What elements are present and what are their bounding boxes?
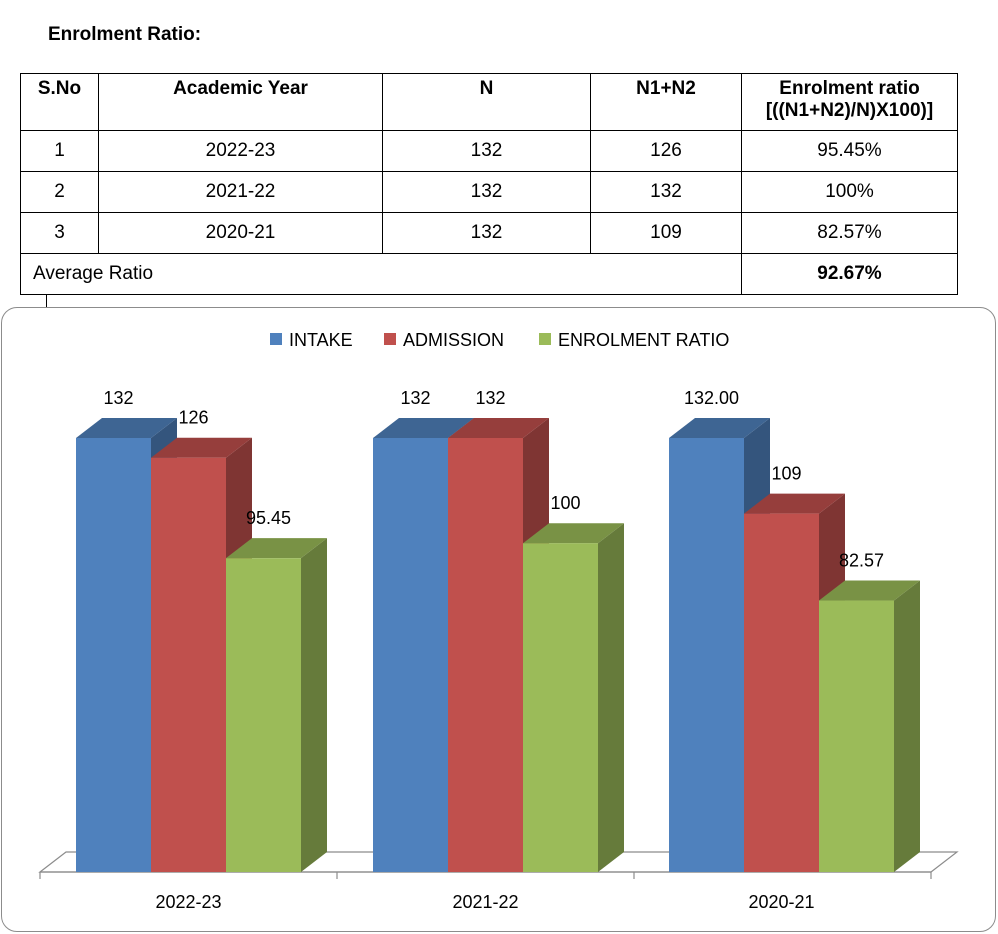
- data-label: 82.57: [839, 551, 884, 571]
- bar-top-face: [523, 523, 624, 544]
- header-enrolment-ratio-line1: Enrolment ratio: [779, 78, 920, 99]
- x-tick-label: 2020-21: [748, 892, 814, 912]
- bar-side-face: [301, 538, 327, 872]
- header-n: N: [382, 73, 591, 131]
- chart-container: 132 126 95.45 2022-23 132 132 100 2021-22 132.00…: [1, 307, 996, 932]
- bar-top-face: [819, 580, 920, 601]
- cell-ratio: 82.57%: [741, 212, 958, 254]
- cell-ratio: 95.45%: [741, 130, 958, 172]
- data-label: 126: [178, 408, 208, 428]
- data-label: 95.45: [246, 508, 291, 528]
- bar-enrolment-ratio-2021-22: [523, 523, 624, 872]
- page-title: Enrolment Ratio:: [48, 24, 202, 45]
- table-row: 1 2022-23 132 126 95.45%: [20, 130, 958, 172]
- header-academic-year: Academic Year: [98, 73, 383, 131]
- cell-n1-n2: 126: [590, 130, 742, 172]
- bar-enrolment-ratio-2020-21: [819, 580, 920, 872]
- legend-label: ENROLMENT RATIO: [558, 330, 729, 350]
- cell-year: 2020-21: [98, 212, 383, 254]
- bar-top-face: [151, 437, 252, 458]
- average-ratio-label: Average Ratio: [20, 253, 742, 295]
- header-n1-n2: N1+N2: [590, 73, 742, 131]
- bar-top-face: [226, 538, 327, 559]
- cell-n1-n2: 132: [590, 171, 742, 213]
- bar-top-face: [76, 418, 177, 438]
- divider-tick: [46, 295, 47, 307]
- bar-front-face: [669, 438, 744, 872]
- bar-front-face: [523, 543, 598, 872]
- bar-top-face: [744, 493, 845, 514]
- bar-top-face: [448, 418, 549, 438]
- bar-enrolment-ratio-2022-23: [226, 538, 327, 872]
- cell-n: 132: [382, 130, 591, 172]
- average-ratio-value: 92.67%: [741, 253, 958, 295]
- bar-front-face: [448, 438, 523, 872]
- table-header-row: S.No Academic Year N N1+N2 Enrolment rat…: [20, 73, 958, 131]
- bar-front-face: [76, 438, 151, 872]
- legend-label: ADMISSION: [403, 330, 504, 350]
- header-enrolment-ratio: Enrolment ratio [((N1+N2)/N)X100)]: [741, 73, 958, 131]
- table-row: 3 2020-21 132 109 82.57%: [20, 212, 958, 254]
- header-sno: S.No: [20, 73, 99, 131]
- data-label: 100: [550, 493, 580, 513]
- enrolment-ratio-table: S.No Academic Year N N1+N2 Enrolment rat…: [20, 73, 958, 295]
- legend-swatch: [539, 333, 551, 345]
- bar-front-face: [151, 457, 226, 872]
- data-label: 132: [103, 388, 133, 408]
- header-enrolment-ratio-line2: [((N1+N2)/N)X100)]: [765, 100, 934, 121]
- cell-sno: 2: [20, 171, 99, 213]
- cell-sno: 1: [20, 130, 99, 172]
- x-tick-label: 2021-22: [452, 892, 518, 912]
- legend-swatch: [384, 333, 396, 345]
- cell-n: 132: [382, 212, 591, 254]
- bar-side-face: [894, 580, 920, 872]
- cell-year: 2021-22: [98, 171, 383, 213]
- bar-front-face: [819, 600, 894, 872]
- data-label: 132.00: [684, 388, 739, 408]
- enrolment-chart: 132 126 95.45 2022-23 132 132 100 2021-22 132.00…: [38, 330, 959, 912]
- cell-ratio: 100%: [741, 171, 958, 213]
- cell-n: 132: [382, 171, 591, 213]
- bar-front-face: [373, 438, 448, 872]
- bar-top-face: [669, 418, 770, 438]
- table-average-row: Average Ratio 92.67%: [20, 253, 958, 295]
- cell-sno: 3: [20, 212, 99, 254]
- bar-front-face: [744, 513, 819, 872]
- data-label: 132: [400, 388, 430, 408]
- table-row: 2 2021-22 132 132 100%: [20, 171, 958, 213]
- legend-label: INTAKE: [289, 330, 353, 350]
- x-tick-label: 2022-23: [155, 892, 221, 912]
- data-label: 109: [771, 464, 801, 484]
- legend-swatch: [270, 333, 282, 345]
- cell-n1-n2: 109: [590, 212, 742, 254]
- cell-year: 2022-23: [98, 130, 383, 172]
- bar-front-face: [226, 558, 301, 872]
- data-label: 132: [475, 388, 505, 408]
- bar-top-face: [373, 418, 474, 438]
- bar-side-face: [598, 523, 624, 872]
